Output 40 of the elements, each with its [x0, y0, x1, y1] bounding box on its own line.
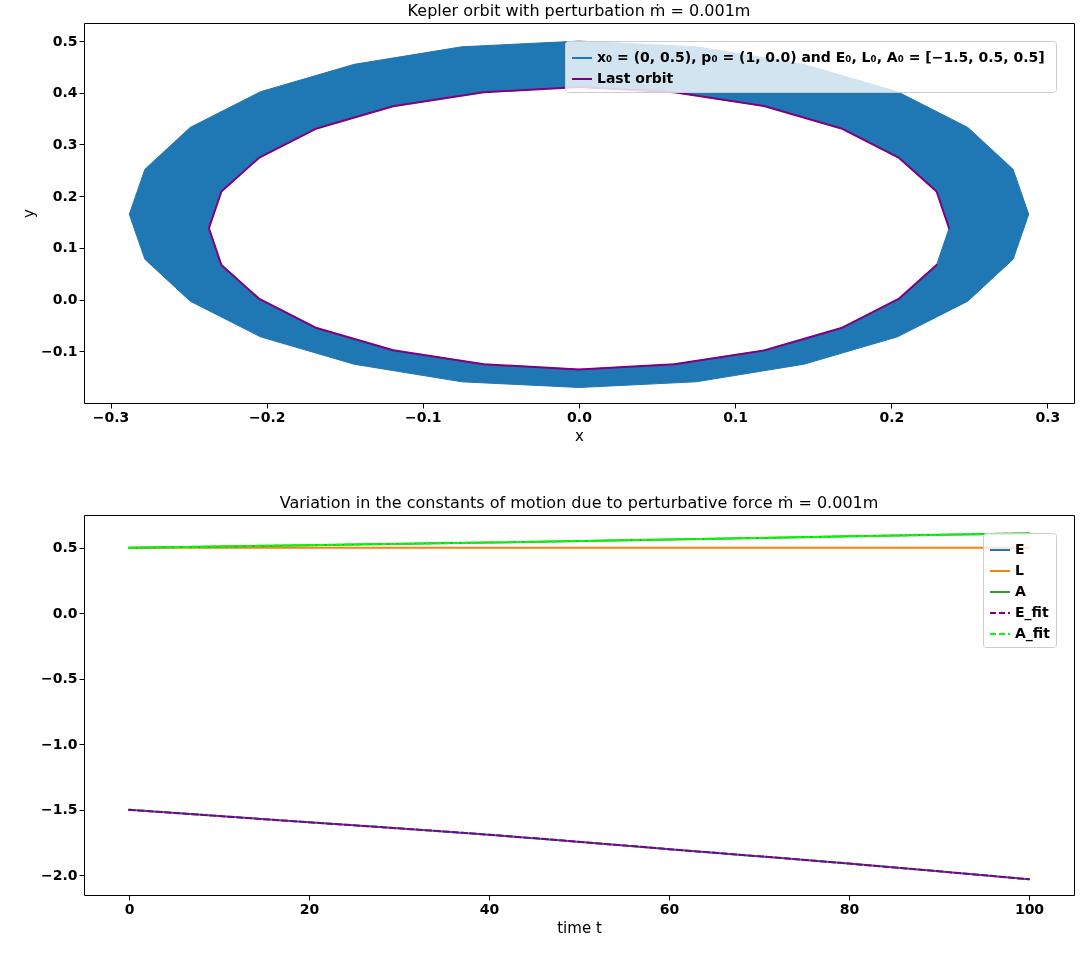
y-tick-label: −1.0: [40, 735, 78, 752]
legend-label: A_fit: [1015, 625, 1051, 642]
y-tick-label: 0.0: [52, 291, 78, 308]
x-tick-label: 0.0: [567, 408, 593, 425]
x-tick-label: 60: [659, 900, 680, 917]
y-tick-label: 0.0: [52, 604, 78, 621]
y-tick-label: 0.1: [52, 239, 78, 256]
x-tick-label: −0.2: [248, 408, 286, 425]
chart-title: Kepler orbit with perturbation ṁ = 0.001m: [407, 1, 751, 20]
x-tick-label: 0.1: [723, 408, 749, 425]
line-series: [128, 808, 1030, 881]
legend-label: A: [1015, 583, 1026, 599]
y-tick-label: −0.5: [40, 670, 78, 687]
y-tick-label: −1.5: [40, 801, 78, 818]
x-tick-label: 0.3: [1035, 408, 1061, 425]
y-tick-label: 0.4: [52, 84, 78, 101]
y-axis-title: y: [19, 208, 38, 218]
line-series: [207, 86, 951, 371]
x-tick-label: −0.1: [405, 408, 442, 425]
legend-label: E: [1015, 541, 1025, 557]
x-tick-label: 40: [479, 900, 500, 917]
y-tick-label: 0.5: [52, 32, 78, 49]
legend-label: L: [1015, 562, 1024, 578]
x-axis-title: time t: [557, 918, 602, 937]
x-tick-label: 100: [1014, 900, 1045, 917]
y-tick-label: 0.5: [52, 539, 78, 556]
y-tick-label: 0.2: [52, 187, 78, 204]
y-tick-label: −0.1: [40, 342, 78, 359]
x-tick-label: 20: [299, 900, 320, 917]
legend-label: Last orbit: [597, 70, 674, 86]
x-tick-label: 0.2: [879, 408, 905, 425]
y-tick-label: 0.3: [52, 136, 78, 152]
legend-label: E_fit: [1015, 604, 1049, 621]
x-tick-label: 80: [839, 900, 860, 917]
x-axis-title: x: [575, 426, 585, 445]
chart-title: Variation in the constants of motion due to perturbative force ṁ = 0.001m: [279, 493, 879, 512]
x-tick-label: 0: [124, 900, 135, 917]
y-tick-label: −2.0: [40, 866, 78, 883]
legend-label: x₀ = (0, 0.5), p₀ = (1, 0.0) and E₀, L₀, A₀ = [−1.5, 0.5, 0.5]: [597, 49, 1045, 65]
x-tick-label: −0.3: [92, 408, 130, 425]
